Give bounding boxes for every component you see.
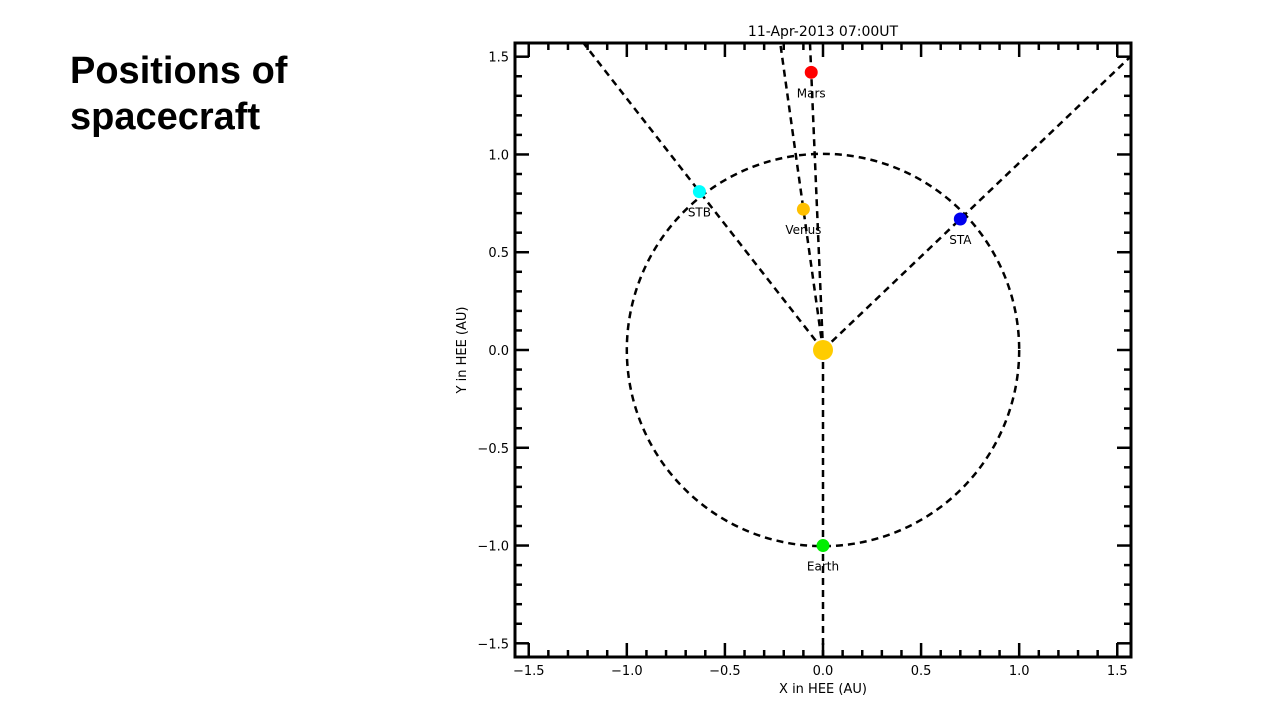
orbit-circle xyxy=(625,152,1021,548)
y-tick-label: −1.0 xyxy=(477,540,509,555)
x-tick-label: −1.5 xyxy=(513,664,545,679)
ray-venus xyxy=(778,42,825,351)
sun-marker xyxy=(813,340,833,360)
label-sta: STA xyxy=(949,233,972,247)
marker-sta xyxy=(953,212,967,226)
y-tick-label: −0.5 xyxy=(477,442,509,457)
marker-mars xyxy=(804,65,818,79)
marker-earth xyxy=(816,539,830,553)
y-tick-label: −1.5 xyxy=(477,637,509,652)
x-tick-label: −1.0 xyxy=(611,664,643,679)
x-tick-label: 1.0 xyxy=(1009,664,1030,679)
y-axis-label: Y in HEE (AU) xyxy=(455,307,470,395)
y-tick-label: 0.0 xyxy=(488,344,509,359)
label-earth: Earth xyxy=(807,560,839,574)
ray-sta xyxy=(822,55,1132,351)
ray-mars xyxy=(808,42,825,351)
x-tick-label: −0.5 xyxy=(709,664,741,679)
x-tick-label: 0.0 xyxy=(813,664,834,679)
slide-title: Positions of spacecraft xyxy=(70,50,288,138)
marker-venus xyxy=(796,202,810,216)
x-axis-label: X in HEE (AU) xyxy=(779,682,867,697)
chart-title: 11-Apr-2013 07:00UT xyxy=(748,24,899,40)
y-tick-label: 1.5 xyxy=(488,51,509,66)
y-tick-label: 1.0 xyxy=(488,148,509,163)
label-venus: Venus xyxy=(785,223,821,237)
x-tick-label: 0.5 xyxy=(911,664,932,679)
label-stb: STB xyxy=(688,206,711,220)
y-tick-label: 0.5 xyxy=(488,246,509,261)
label-mars: Mars xyxy=(797,86,826,100)
x-tick-label: 1.5 xyxy=(1107,664,1128,679)
marker-stb xyxy=(692,185,706,199)
